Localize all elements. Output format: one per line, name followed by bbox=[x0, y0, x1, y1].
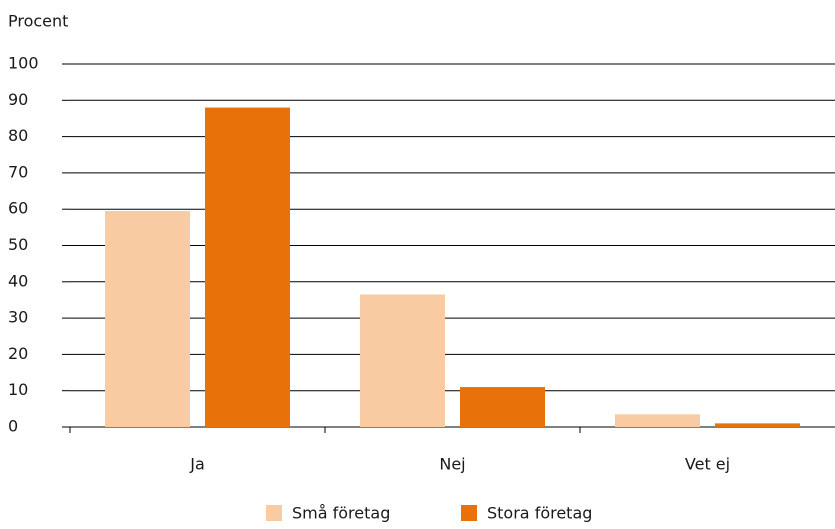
y-tick-label: 30 bbox=[8, 308, 28, 327]
y-tick-label: 40 bbox=[8, 271, 28, 290]
y-tick-label: 60 bbox=[8, 199, 28, 218]
y-tick-label: 20 bbox=[8, 344, 28, 363]
x-tick-label: Vet ej bbox=[685, 455, 730, 474]
bar bbox=[105, 211, 190, 427]
legend-swatch bbox=[266, 505, 282, 521]
legend-label: Små företag bbox=[292, 504, 390, 523]
y-axis-label: Procent bbox=[8, 12, 68, 31]
y-tick-label: 70 bbox=[8, 162, 28, 181]
y-tick-label: 50 bbox=[8, 235, 28, 254]
x-tick-label: Ja bbox=[189, 455, 205, 474]
y-tick-label: 0 bbox=[8, 417, 18, 436]
legend-label: Stora företag bbox=[487, 504, 592, 523]
bar bbox=[715, 423, 800, 427]
y-tick-label: 90 bbox=[8, 90, 28, 109]
y-tick-label: 80 bbox=[8, 126, 28, 145]
y-tick-label: 10 bbox=[8, 380, 28, 399]
bar bbox=[460, 387, 545, 427]
x-tick-label: Nej bbox=[439, 455, 465, 474]
bar bbox=[360, 294, 445, 427]
legend-swatch bbox=[461, 505, 477, 521]
y-tick-label: 100 bbox=[8, 54, 39, 73]
bar bbox=[615, 414, 700, 427]
bar bbox=[205, 107, 290, 427]
